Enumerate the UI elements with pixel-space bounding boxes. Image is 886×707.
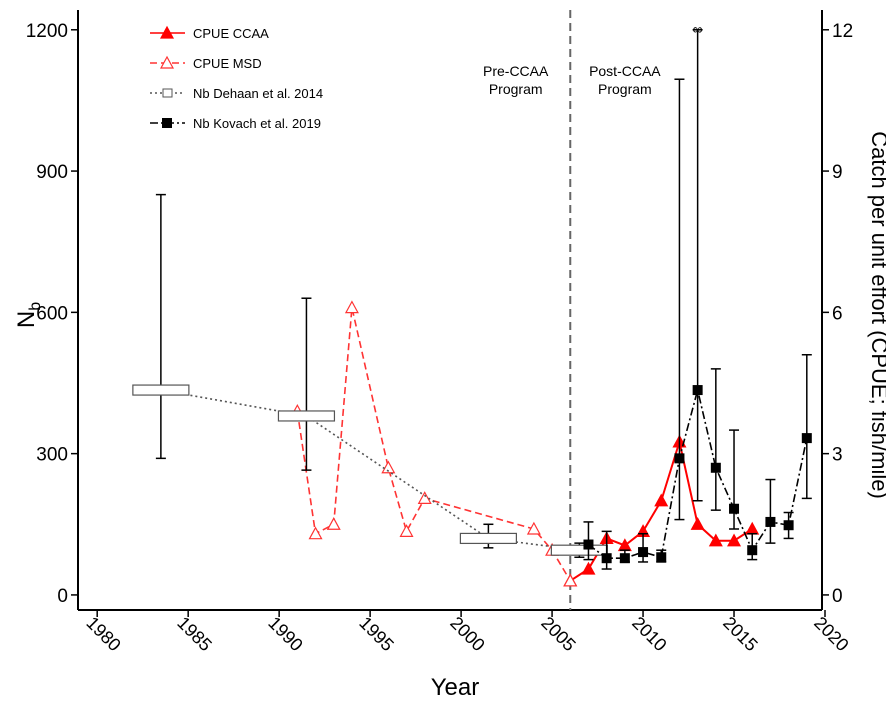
annotation: Pre-CCAA <box>483 63 549 79</box>
x-tick-label: 2000 <box>446 613 488 655</box>
y2-tick-label: 0 <box>832 586 843 607</box>
series <box>290 300 578 587</box>
marker <box>692 385 703 396</box>
series <box>583 29 812 570</box>
annotation: Post-CCAA <box>589 63 661 79</box>
marker <box>277 410 336 422</box>
y-tick-label: 300 <box>36 445 68 466</box>
x-tick-label: 2015 <box>719 613 761 655</box>
legend-entry: Nb Kovach et al. 2019 <box>150 116 321 131</box>
marker <box>459 532 517 545</box>
series-line <box>160 389 580 551</box>
x-tick-label: 1990 <box>264 613 306 655</box>
marker <box>344 300 359 314</box>
annotation: ∞ <box>693 21 703 37</box>
y2-tick-label: 3 <box>832 445 843 466</box>
marker <box>801 433 812 444</box>
marker <box>162 118 172 128</box>
marker <box>656 552 667 563</box>
marker <box>674 453 685 464</box>
marker <box>638 547 649 558</box>
marker <box>708 533 723 547</box>
y2-tick-label: 6 <box>832 303 843 324</box>
x-tick-label: 1980 <box>82 613 124 655</box>
y-tick-label: 0 <box>57 586 68 607</box>
annotation: Program <box>489 81 543 97</box>
legend-entry: CPUE MSD <box>150 55 262 71</box>
y2-tick-label: 12 <box>832 21 853 42</box>
y2-tick-label: 9 <box>832 162 843 183</box>
marker <box>308 526 323 540</box>
marker <box>690 517 705 530</box>
marker <box>417 491 432 504</box>
y-axis-title: Nb <box>13 302 44 328</box>
legend-entry: Nb Dehaan et al. 2014 <box>150 86 323 101</box>
legend-label: CPUE CCAA <box>193 26 269 41</box>
marker <box>729 503 740 514</box>
marker <box>745 521 760 535</box>
marker <box>132 384 190 396</box>
marker <box>381 460 396 474</box>
annotation: Program <box>598 81 652 97</box>
x-tick-label: 1995 <box>355 613 397 655</box>
marker <box>399 524 414 537</box>
legend-label: CPUE MSD <box>193 56 262 71</box>
marker <box>601 553 612 564</box>
y-tick-label: 1200 <box>26 21 68 42</box>
marker <box>563 573 578 587</box>
y-axis-title-main: N <box>13 311 40 328</box>
x-tick-label: 2005 <box>537 613 579 655</box>
series <box>132 193 608 559</box>
marker <box>581 561 596 575</box>
marker <box>727 533 742 547</box>
y-axis-title-sub: b <box>27 302 44 311</box>
legend-label: Nb Kovach et al. 2019 <box>193 116 321 131</box>
marker <box>783 520 794 531</box>
legend-marker <box>162 88 173 98</box>
marker <box>619 553 630 564</box>
marker <box>159 55 175 69</box>
marker <box>710 462 721 473</box>
legend-label: Nb Dehaan et al. 2014 <box>193 86 323 101</box>
marker <box>326 517 341 530</box>
marker <box>583 539 594 550</box>
marker <box>526 521 541 535</box>
x-axis-title: Year <box>431 674 480 701</box>
y-tick-label: 600 <box>36 303 68 324</box>
marker <box>765 516 776 527</box>
marker <box>550 544 608 556</box>
marker <box>654 493 669 507</box>
series-line <box>296 307 571 582</box>
x-tick-label: 2010 <box>628 613 670 655</box>
x-tick-label: 1985 <box>173 613 215 655</box>
y2-axis-title: Catch per unit effort (CPUE; fish/mile) <box>867 131 886 499</box>
marker <box>159 25 175 39</box>
legend-entry: CPUE CCAA <box>150 25 269 41</box>
marker <box>747 545 758 556</box>
y-tick-label: 900 <box>36 162 68 183</box>
x-tick-label: 2020 <box>810 613 852 655</box>
